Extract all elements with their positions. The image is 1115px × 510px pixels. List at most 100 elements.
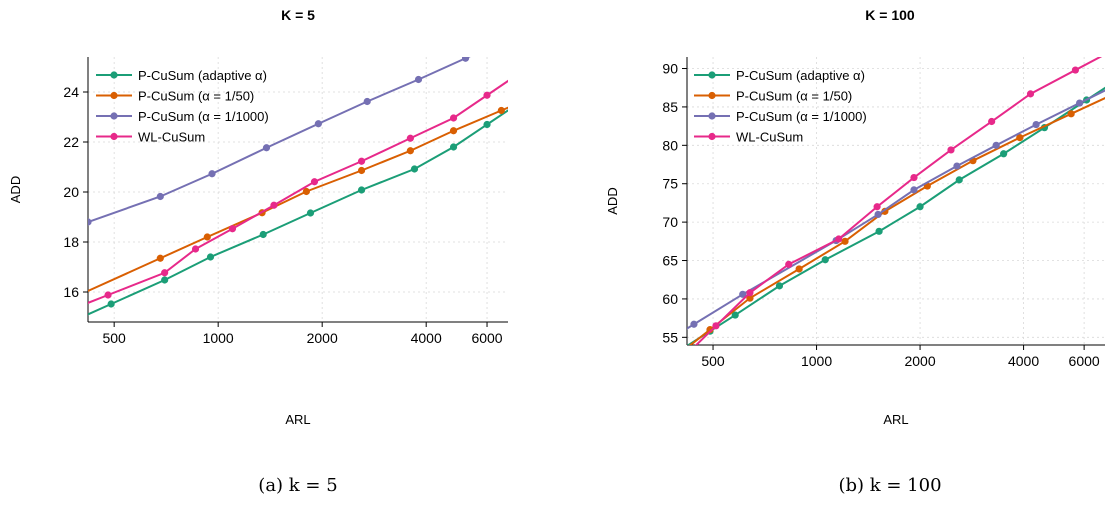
data-point — [875, 227, 883, 235]
y-tick-label: 18 — [63, 234, 79, 250]
data-point — [947, 146, 955, 154]
data-point — [706, 326, 714, 334]
data-point — [1032, 120, 1040, 129]
data-point — [461, 57, 470, 62]
data-point — [449, 114, 458, 122]
data-point — [835, 235, 843, 243]
data-point — [357, 166, 366, 175]
data-point — [104, 291, 112, 299]
data-point — [955, 176, 963, 184]
data-point — [449, 143, 458, 151]
legend-marker — [110, 91, 118, 100]
data-point — [88, 218, 92, 226]
legend-label: WL-CuSum — [138, 130, 205, 145]
series-line — [88, 106, 508, 293]
legend-label: P-CuSum (α = 1/1000) — [138, 109, 269, 124]
data-point — [357, 186, 366, 194]
data-point — [270, 201, 278, 209]
x-tick-label: 1000 — [801, 353, 832, 369]
legend: P-CuSum (adaptive α) P-CuSum (α = 1/50) P-… — [694, 68, 867, 145]
legend-label: WL-CuSum — [736, 130, 803, 145]
data-point — [746, 294, 754, 302]
data-point — [156, 192, 164, 201]
data-point — [406, 147, 414, 155]
data-point — [406, 134, 414, 142]
data-point — [363, 97, 371, 106]
data-point — [259, 230, 267, 239]
series-line — [88, 57, 471, 224]
y-tick-label: 60 — [662, 291, 678, 307]
x-tick-label: 4000 — [411, 330, 442, 346]
data-point — [874, 210, 882, 219]
y-axis-label: ADD — [605, 187, 620, 214]
x-tick-label: 500 — [102, 330, 126, 346]
data-point — [191, 245, 200, 253]
legend: P-CuSum (adaptive α) P-CuSum (α = 1/50) P-… — [96, 68, 269, 145]
data-point — [1026, 90, 1035, 98]
legend-marker — [110, 112, 118, 120]
x-tick-label: 1000 — [203, 330, 234, 346]
legend-marker — [110, 71, 118, 79]
data-point — [731, 311, 739, 319]
y-tick-label: 90 — [662, 61, 678, 77]
data-point — [916, 203, 924, 211]
y-tick-label: 85 — [662, 99, 678, 115]
data-point — [775, 282, 784, 290]
data-point — [746, 289, 754, 297]
data-point — [953, 162, 961, 170]
legend-label: P-CuSum (α = 1/1000) — [736, 109, 867, 124]
data-point — [992, 141, 1000, 149]
legend-marker — [110, 132, 118, 141]
panel-k5: 500 1000 2000 4000 6000 16 18 20 22 24 P-CuSum (ad… — [8, 7, 508, 496]
legend-marker — [708, 112, 716, 120]
legend-label: P-CuSum (α = 1/50) — [736, 89, 852, 104]
data-point — [1016, 134, 1024, 142]
y-tick-label: 80 — [662, 137, 678, 153]
y-tick-label: 75 — [662, 176, 678, 192]
data-point — [785, 260, 793, 268]
x-tick-label: 6000 — [1069, 353, 1100, 369]
data-point — [357, 157, 366, 165]
data-point — [310, 178, 319, 186]
x-tick-label: 500 — [701, 353, 725, 369]
data-point — [107, 300, 115, 308]
x-tick-label: 4000 — [1008, 353, 1039, 369]
data-point — [262, 144, 271, 152]
data-point — [314, 120, 322, 128]
plot-area — [88, 57, 508, 316]
y-tick-label: 16 — [63, 284, 79, 300]
legend-label: P-CuSum (adaptive α) — [138, 68, 267, 83]
data-point — [483, 120, 491, 129]
grid — [687, 57, 1105, 345]
legend-label: P-CuSum (α = 1/50) — [138, 89, 254, 104]
x-tick-label: 2000 — [307, 330, 338, 346]
data-point — [206, 253, 215, 261]
data-point — [1000, 150, 1008, 158]
y-tick-label: 65 — [662, 253, 678, 269]
data-point — [208, 170, 216, 178]
legend-label: P-CuSum (adaptive α) — [736, 68, 865, 83]
y-tick-label: 55 — [662, 329, 678, 345]
data-point — [910, 186, 918, 194]
data-point — [1075, 99, 1084, 107]
data-point — [161, 269, 169, 277]
data-point — [156, 254, 164, 262]
data-point — [690, 320, 698, 328]
data-point — [988, 117, 996, 126]
data-point — [873, 203, 881, 211]
data-point — [302, 187, 310, 196]
data-point — [483, 91, 491, 99]
x-axis-label: ARL — [883, 412, 908, 427]
data-point — [712, 322, 720, 330]
legend-marker — [708, 132, 716, 141]
data-point — [203, 233, 211, 241]
figure-caption: (b) k = 100 — [838, 475, 941, 496]
data-point — [841, 237, 849, 245]
y-tick-label: 20 — [63, 184, 79, 200]
data-point — [910, 173, 918, 182]
data-point — [228, 225, 237, 233]
data-point — [161, 276, 169, 284]
data-point — [1071, 66, 1080, 74]
panel-title: K = 100 — [865, 7, 915, 23]
data-point — [410, 165, 419, 173]
